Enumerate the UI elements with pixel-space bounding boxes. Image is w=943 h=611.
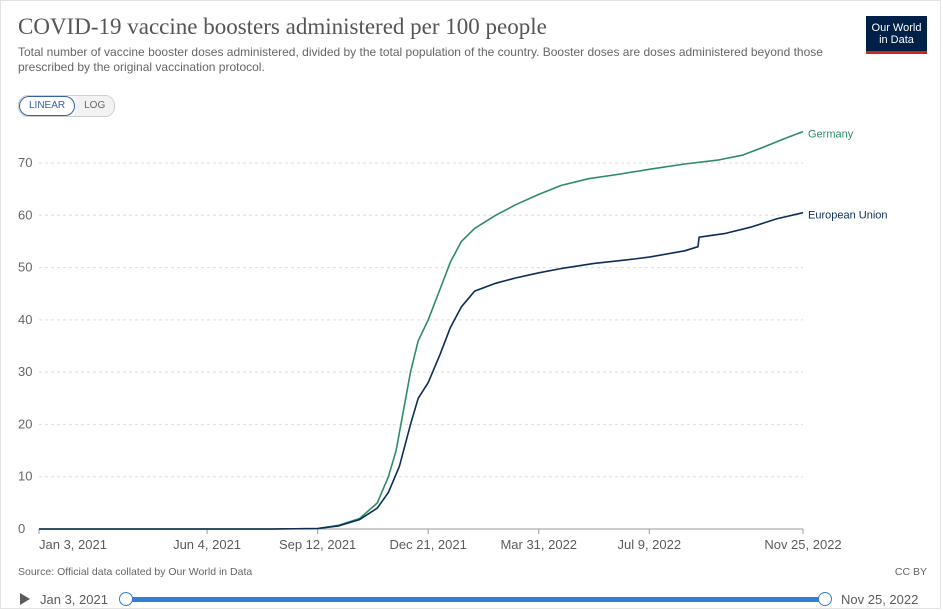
line-chart: 0 10 20 30 40 50 60 70 Jan 3, 2021 Jun 4, 2021 Sep…	[18, 129, 888, 552]
timeline-track[interactable]	[126, 597, 825, 602]
y-tick-label: 70	[18, 155, 32, 170]
x-tick-label: Jun 4, 2021	[173, 537, 241, 552]
series-line-european-union	[39, 211, 804, 530]
series-line-germany	[39, 130, 804, 530]
series-label: European Union	[808, 210, 888, 222]
timeline-start-handle[interactable]	[119, 592, 133, 606]
x-tick-label: Jan 3, 2021	[39, 537, 107, 552]
x-tick-label: Nov 25, 2022	[764, 537, 841, 552]
scale-toggle: LINEAR LOG	[18, 95, 116, 117]
y-tick-label: 60	[18, 207, 32, 222]
linear-scale-button[interactable]: LINEAR	[19, 96, 76, 116]
timeline-end-handle[interactable]	[818, 592, 832, 606]
y-tick-label: 40	[18, 312, 32, 327]
chart-subtitle: Total number of vaccine booster doses ad…	[18, 45, 823, 74]
source-note[interactable]: Source: Official data collated by Our Wo…	[18, 566, 253, 578]
y-tick-label: 20	[18, 416, 32, 431]
y-tick-label: 30	[18, 364, 32, 379]
timeline-end-label: Nov 25, 2022	[841, 592, 919, 607]
y-tick-label: 10	[18, 469, 32, 484]
timeline: Jan 3, 2021 Nov 25, 2022	[0, 588, 943, 610]
play-icon[interactable]	[20, 593, 30, 605]
series-label: Germany	[808, 129, 854, 141]
timeline-start-label: Jan 3, 2021	[40, 592, 108, 607]
x-tick-label: Mar 31, 2022	[500, 537, 577, 552]
owid-logo[interactable]: Our World in Data	[866, 16, 927, 54]
x-tick-label: Sep 12, 2021	[279, 537, 356, 552]
chart-title: COVID-19 vaccine boosters administered p…	[18, 14, 547, 39]
y-tick-label: 50	[18, 260, 32, 275]
x-tick-label: Jul 9, 2022	[618, 537, 682, 552]
logo-line-1: Our World	[871, 22, 922, 34]
x-tick-label: Dec 21, 2021	[390, 537, 467, 552]
logo-line-2: in Data	[879, 34, 914, 46]
y-tick-label: 0	[18, 521, 25, 536]
log-scale-button[interactable]: LOG	[75, 96, 115, 116]
license-link[interactable]: CC BY	[894, 566, 927, 578]
